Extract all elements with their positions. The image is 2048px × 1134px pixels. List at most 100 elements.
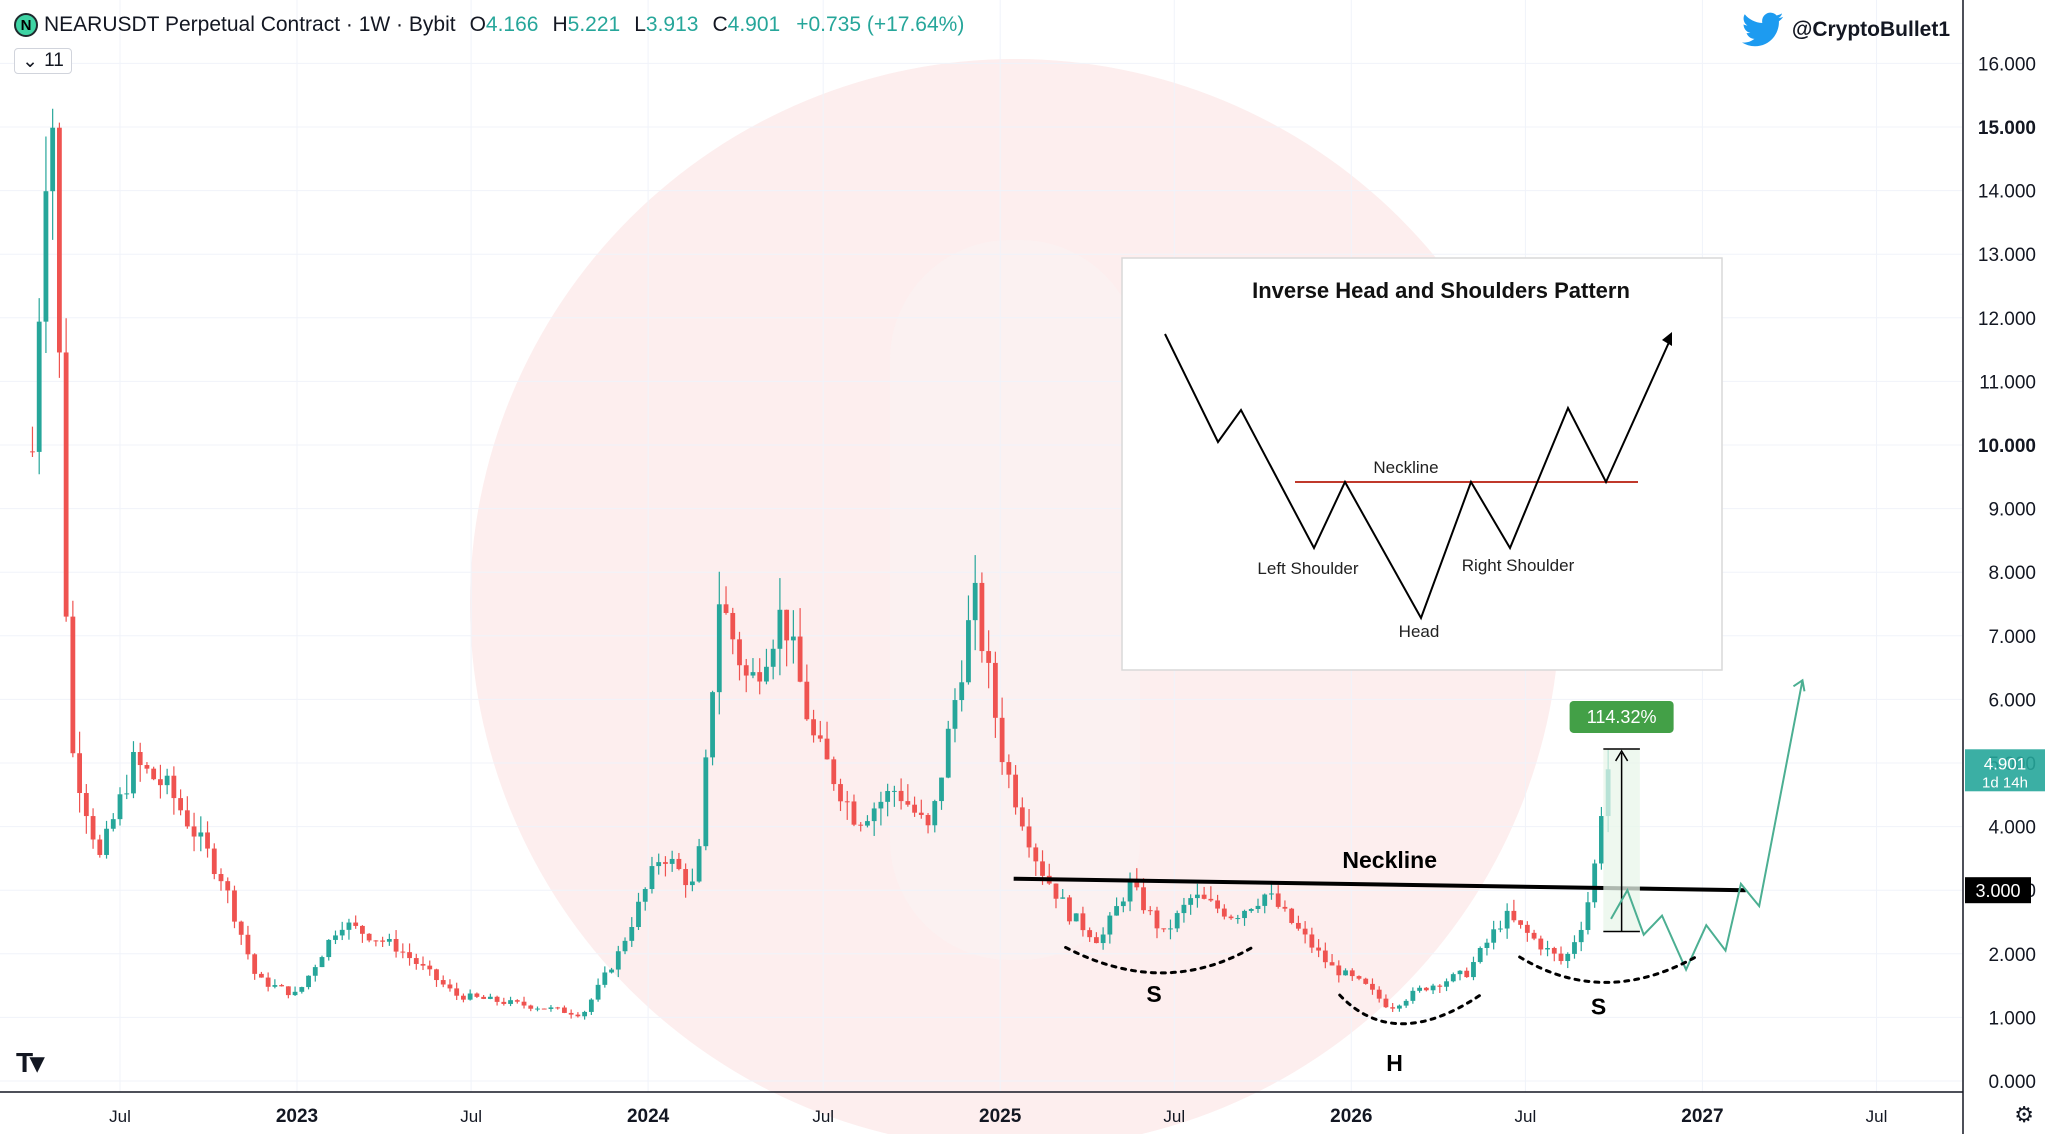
candle-up [939, 777, 944, 810]
inset-left-shoulder-label: Left Shoulder [1257, 559, 1358, 578]
candle-body [110, 819, 116, 829]
candle-body [117, 794, 123, 820]
candle-body [1471, 962, 1476, 978]
candle-body [562, 1007, 567, 1013]
candle-down [811, 709, 816, 743]
candle-body [83, 793, 89, 817]
candle-up [642, 887, 648, 911]
candle-body [1255, 905, 1261, 910]
candle-body [1215, 900, 1220, 909]
candle-down [1275, 885, 1281, 909]
near-symbol-icon[interactable]: N [14, 13, 38, 37]
y-tick-label: 13.000 [1978, 245, 2036, 266]
candle-body [743, 665, 749, 676]
candle-down [905, 784, 911, 807]
candle-up [629, 917, 635, 947]
candle-down [1370, 978, 1375, 995]
candle-up [386, 933, 392, 946]
candle-up [1498, 920, 1503, 933]
candle-down [97, 834, 103, 858]
candle-down [1228, 914, 1234, 920]
candle-body [945, 728, 951, 778]
neckline-price-label: 3.000 [1975, 881, 2020, 901]
candle-down [407, 943, 412, 966]
candle-body [582, 1011, 588, 1017]
watermark-logo [890, 240, 1140, 960]
candle-up [696, 838, 702, 883]
candle-body [1545, 948, 1550, 950]
candle-body [1154, 910, 1160, 929]
candle-up [487, 993, 493, 1000]
candle-up [615, 945, 621, 978]
candle-body [1168, 928, 1173, 930]
candle-body [30, 451, 35, 453]
candle-body [844, 801, 850, 803]
candle-body [1498, 928, 1503, 930]
last-price-value: 4.901 [1984, 754, 2027, 773]
candle-body [1262, 894, 1268, 906]
chevron-down-icon: ⌄ [22, 50, 39, 72]
candle-down [1289, 907, 1295, 925]
candle-down [1316, 939, 1321, 958]
candle-body [609, 969, 614, 973]
candle-down [218, 868, 224, 891]
candle-body [1295, 922, 1301, 929]
candle-body [1491, 929, 1497, 943]
candle-body [1120, 901, 1126, 907]
candle-up [636, 892, 641, 930]
candle-down [461, 993, 466, 1003]
candle-body [481, 996, 487, 999]
candle-body [575, 1014, 581, 1017]
candle-down [30, 426, 35, 457]
candle-up [1471, 956, 1476, 981]
candle-body [1383, 998, 1389, 1008]
gear-icon[interactable]: ⚙ [2014, 1102, 2034, 1127]
candle-body [1343, 970, 1348, 976]
candle-body [1403, 1000, 1409, 1006]
candle-body [716, 604, 722, 693]
candle-down [1558, 946, 1564, 965]
candle-up [1114, 897, 1119, 916]
candle-body [494, 996, 500, 1002]
last-price-countdown: 1d 14h [1982, 774, 2028, 791]
inset-head-label: Head [1399, 622, 1440, 641]
candle-body [1100, 934, 1106, 944]
candle-body [252, 954, 258, 974]
candle-down [979, 572, 985, 663]
tradingview-logo-icon[interactable]: T▾ [16, 1047, 44, 1078]
candle-body [1397, 1005, 1402, 1009]
candle-up [1262, 893, 1268, 914]
y-tick-label: 12.000 [1978, 309, 2036, 330]
candle-body [730, 612, 736, 640]
candle-down [1356, 975, 1362, 981]
indicators-toggle[interactable]: ⌄ 11 [14, 48, 72, 74]
candle-body [1423, 987, 1429, 991]
candle-body [1572, 942, 1577, 954]
candle-down [440, 975, 446, 988]
low-label: L [634, 13, 646, 36]
candle-body [1430, 985, 1436, 991]
candle-up [865, 815, 870, 828]
candle-down [56, 122, 62, 378]
candle-down [1524, 921, 1530, 942]
candle-up [669, 850, 675, 872]
y-tick-label: 10.000 [1978, 436, 2036, 457]
candle-body [535, 1008, 540, 1010]
candle-body [171, 775, 177, 799]
candle-body [63, 352, 69, 617]
candle-down [400, 943, 406, 959]
candle-body [1551, 948, 1557, 954]
candle-body [790, 636, 796, 641]
candle-body [400, 951, 406, 953]
candle-body [487, 996, 493, 999]
candle-body [642, 889, 648, 902]
candle-body [144, 765, 150, 769]
candle-body [622, 940, 628, 952]
indicator-count: 11 [44, 50, 64, 71]
symbol-title[interactable]: NEARUSDT Perpetual Contract · 1W · Bybit [44, 13, 456, 36]
inset-frame [1121, 257, 1723, 671]
candle-body [797, 636, 803, 682]
candle-body [656, 862, 662, 867]
candle-body [299, 987, 305, 992]
